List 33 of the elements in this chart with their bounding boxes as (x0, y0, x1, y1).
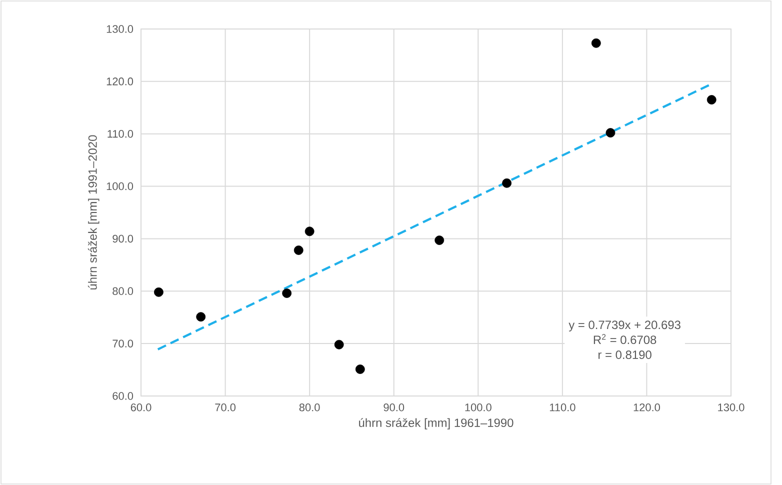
x-tick-label: 90.0 (384, 404, 404, 412)
y-tick-label: 130.0 (106, 25, 134, 33)
x-tick-label: 70.0 (215, 404, 236, 412)
annotation: r = 0.8190 (598, 350, 652, 360)
annotation: R$^{2}$ = 0.6708 (594, 334, 656, 344)
y-tick-label: 120.0 (106, 78, 134, 86)
point (502, 178, 512, 188)
y-tick-label: 70.0 (112, 340, 134, 348)
point (304, 226, 314, 236)
point (606, 128, 616, 138)
x-tick-label: 130.0 (718, 404, 744, 412)
point (294, 246, 304, 255)
point (434, 236, 444, 245)
y-tick-label: 110.0 (108, 130, 134, 138)
annotation: y = 0.7739x + 20.693 (568, 320, 680, 332)
y-tick-label: 60.0 (112, 392, 134, 400)
x-tick-label: 60.0 (130, 404, 152, 412)
y-tick-label: 90.0 (112, 234, 134, 243)
point (355, 364, 365, 374)
y-tick-label: 100.0 (106, 182, 134, 190)
x-axis-title: úhrn srážek [mm] 1961–1990 (359, 418, 514, 430)
x-tick-label: 120.0 (634, 404, 660, 412)
y-axis-title: úhrn srážek [mm] 1991–2020 (88, 135, 100, 290)
point (706, 95, 716, 104)
y-tick-label: 80.0 (112, 287, 134, 296)
point (196, 312, 206, 322)
point (282, 288, 292, 298)
point (591, 38, 601, 48)
x-tick-label: 100.0 (465, 404, 492, 412)
x-tick-label: 80.0 (299, 404, 320, 412)
x-tick-label: 110.0 (550, 404, 576, 412)
point (334, 340, 344, 350)
point (154, 287, 164, 297)
